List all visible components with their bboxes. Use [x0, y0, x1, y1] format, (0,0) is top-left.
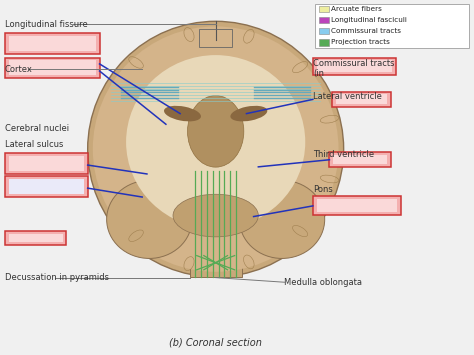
- Ellipse shape: [188, 95, 244, 167]
- Bar: [9, 36, 96, 51]
- Text: Arcuate fibers: Arcuate fibers: [331, 6, 382, 12]
- Bar: [9, 60, 96, 75]
- Text: (in: (in: [313, 69, 324, 78]
- Ellipse shape: [164, 106, 201, 121]
- Ellipse shape: [230, 106, 267, 121]
- Bar: [199, 29, 232, 47]
- Bar: [9, 156, 84, 171]
- Bar: [9, 234, 63, 242]
- Bar: [333, 155, 387, 164]
- Bar: [9, 179, 84, 194]
- FancyBboxPatch shape: [5, 176, 88, 197]
- Ellipse shape: [88, 21, 344, 277]
- Text: Projection tracts: Projection tracts: [331, 39, 390, 45]
- Text: Decussation in pyramids: Decussation in pyramids: [5, 273, 109, 282]
- Text: Lateral sulcus: Lateral sulcus: [5, 140, 63, 149]
- Ellipse shape: [126, 55, 305, 229]
- FancyBboxPatch shape: [5, 153, 88, 174]
- Bar: [319, 17, 329, 23]
- Bar: [319, 39, 329, 45]
- Ellipse shape: [107, 180, 192, 258]
- Bar: [317, 60, 392, 72]
- Ellipse shape: [239, 180, 325, 258]
- Text: Cortex: Cortex: [5, 65, 33, 74]
- Text: Medulla oblongata: Medulla oblongata: [284, 278, 363, 287]
- Text: (b) Coronal section: (b) Coronal section: [169, 338, 262, 348]
- FancyBboxPatch shape: [5, 231, 66, 245]
- FancyBboxPatch shape: [332, 92, 391, 106]
- Text: Third ventricle: Third ventricle: [313, 150, 374, 159]
- FancyBboxPatch shape: [313, 58, 396, 75]
- FancyBboxPatch shape: [5, 58, 100, 78]
- Text: Commissural tracts: Commissural tracts: [331, 28, 401, 34]
- FancyBboxPatch shape: [5, 33, 100, 54]
- Text: Commissural tracts: Commissural tracts: [313, 59, 394, 69]
- Text: Cerebral nuclei: Cerebral nuclei: [5, 124, 69, 133]
- Text: Lateral ventricle: Lateral ventricle: [313, 92, 382, 101]
- Bar: [319, 28, 329, 34]
- Text: Longitudinal fissure: Longitudinal fissure: [5, 20, 88, 29]
- Text: Pons: Pons: [313, 185, 333, 195]
- Text: Longitudinal fasciculi: Longitudinal fasciculi: [331, 17, 407, 23]
- Bar: [9, 179, 84, 194]
- Bar: [190, 153, 242, 277]
- Bar: [336, 94, 387, 104]
- FancyBboxPatch shape: [313, 196, 401, 215]
- Ellipse shape: [93, 26, 338, 272]
- Bar: [319, 6, 329, 12]
- Bar: [315, 4, 469, 48]
- FancyBboxPatch shape: [329, 152, 391, 167]
- Ellipse shape: [173, 194, 258, 237]
- Bar: [317, 199, 397, 212]
